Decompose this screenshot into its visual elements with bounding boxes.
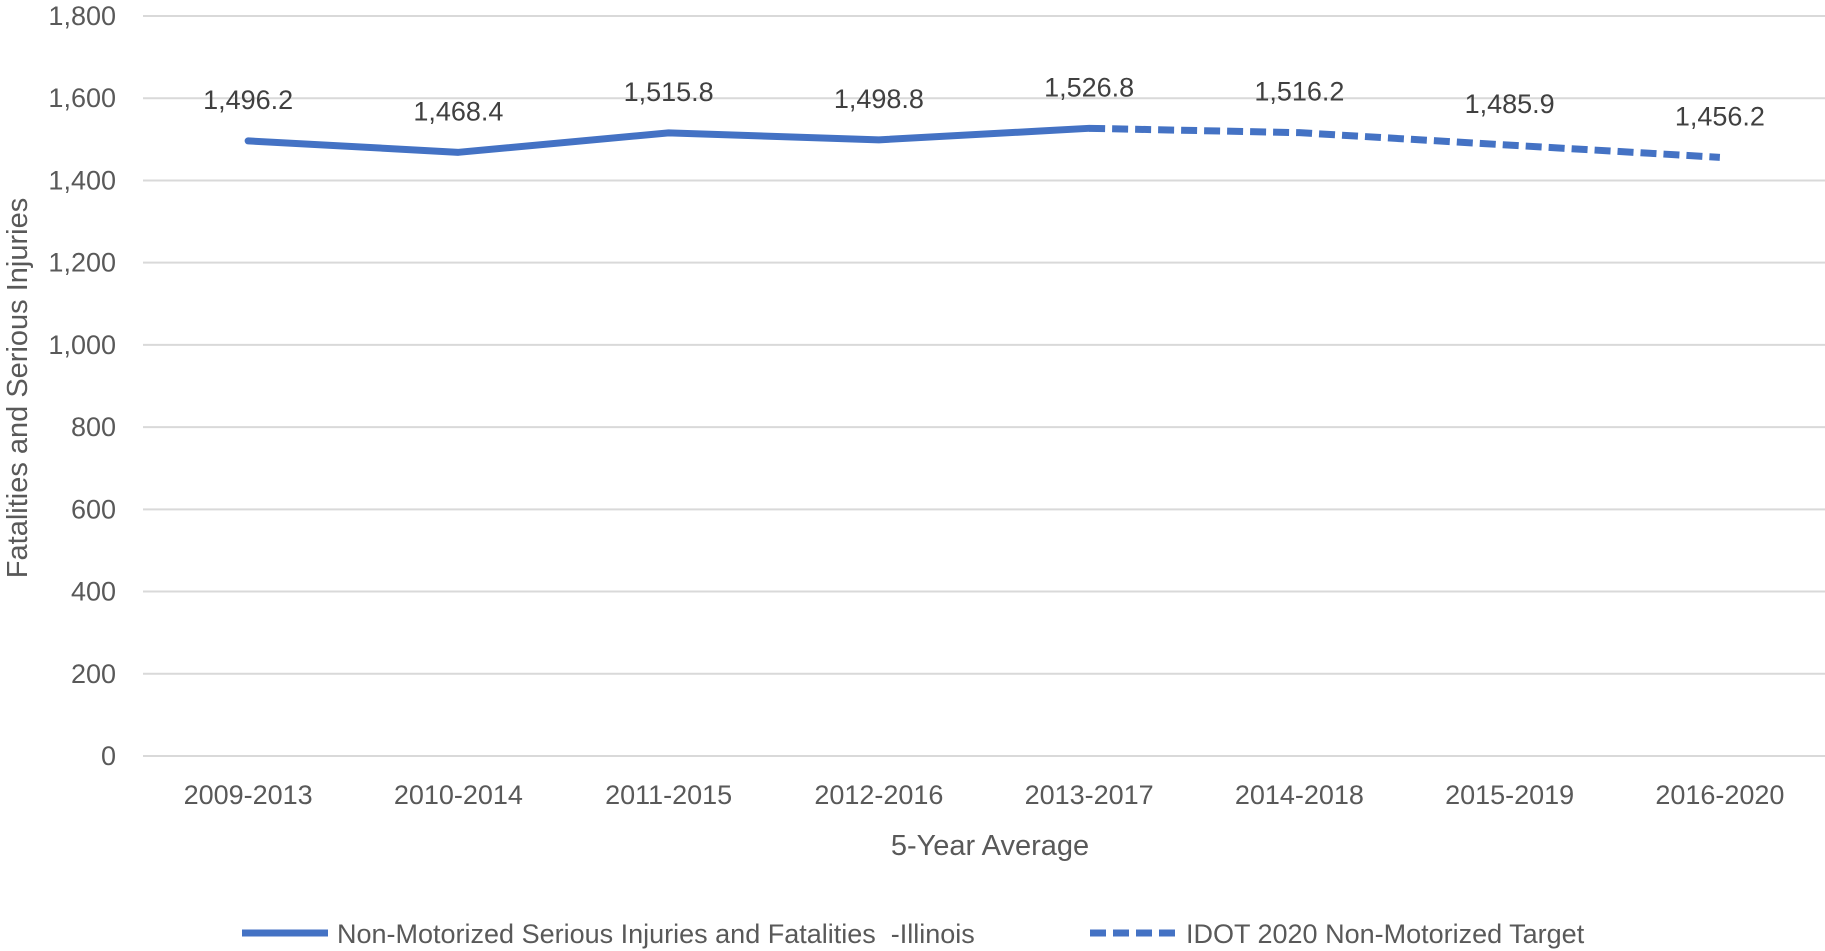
data-label: 1,456.2 [1675,101,1765,131]
x-tick-label: 2013-2017 [1025,780,1154,810]
data-label: 1,485.9 [1465,89,1555,119]
data-label: 1,526.8 [1044,72,1134,102]
series-lines [244,124,1721,161]
y-tick-label: 600 [71,494,116,524]
x-axis-title: 5-Year Average [891,830,1089,862]
data-label: 1,468.4 [413,96,503,126]
legend-label-illinois: Non-Motorized Serious Injuries and Fatal… [337,919,975,949]
legend: Non-Motorized Serious Injuries and Fatal… [242,919,1585,949]
gridlines [143,15,1825,757]
y-axis-title: Fatalities and Serious Injuries [2,198,34,578]
y-tick-label: 1,200 [48,248,116,278]
x-axis-tick-labels: 2009-2013 2010-2014 2011-2015 2012-2016 2013… [184,780,1785,810]
illinois-series-line [244,124,1093,156]
x-tick-label: 2016-2020 [1655,780,1784,810]
y-tick-label: 1,600 [48,83,116,113]
y-axis-tick-labels: 0 200 400 600 800 1,000 1,200 1,400 1,600 1,800 [48,1,116,771]
data-labels: 1,496.2 1,468.4 1,515.8 1,498.8 1,526.8 1,516… [203,72,1765,131]
data-label: 1,498.8 [834,84,924,114]
x-tick-label: 2011-2015 [605,780,732,810]
x-tick-label: 2012-2016 [814,780,943,810]
y-tick-label: 0 [101,741,116,771]
y-tick-label: 400 [71,577,116,607]
x-tick-label: 2015-2019 [1445,780,1574,810]
x-tick-label: 2014-2018 [1235,780,1364,810]
data-label: 1,515.8 [624,77,714,107]
y-tick-label: 1,800 [48,1,116,31]
y-tick-label: 800 [71,412,116,442]
y-tick-label: 1,400 [48,165,116,195]
data-label: 1,516.2 [1254,77,1344,107]
x-tick-label: 2009-2013 [184,780,313,810]
y-tick-label: 1,000 [48,330,116,360]
y-tick-label: 200 [71,659,116,689]
data-label: 1,496.2 [203,85,293,115]
target-series-line [1089,124,1721,161]
legend-label-target: IDOT 2020 Non-Motorized Target [1186,919,1585,949]
x-tick-label: 2010-2014 [394,780,523,810]
